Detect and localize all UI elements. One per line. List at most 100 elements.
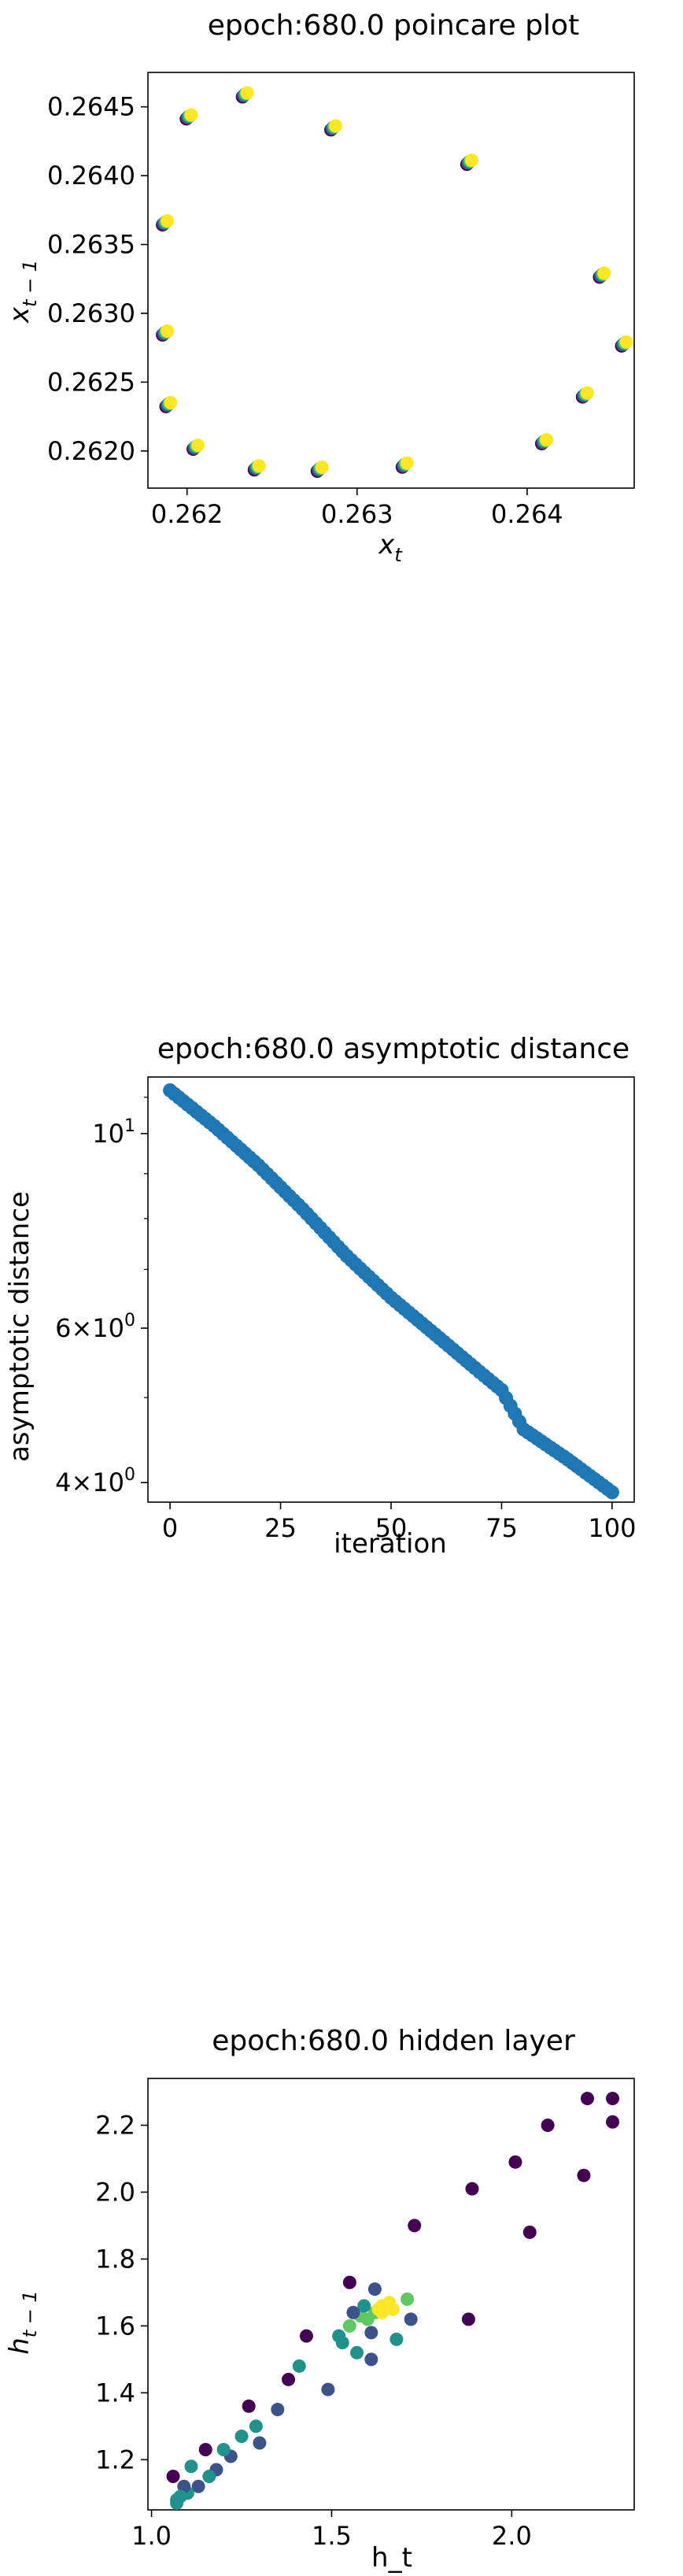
chart-title: epoch:680.0 asymptotic distance (157, 1033, 629, 1065)
x-tick-label: 1.0 (131, 2521, 172, 2551)
x-axis-label: h_t (371, 2542, 412, 2573)
poincare-plot-svg: epoch:680.0 poincare plot 0.262 0.263 0.26… (4, 9, 635, 566)
data-point (606, 2091, 620, 2105)
y-tick-label: 0.2645 (47, 92, 135, 122)
data-point (253, 2436, 267, 2450)
data-point-dot (400, 456, 414, 470)
y-tick-label: 2.0 (95, 2177, 135, 2207)
plot-frame (147, 2078, 635, 2511)
plot-frame (147, 72, 635, 489)
data-point (408, 2219, 422, 2233)
data-point (401, 2292, 415, 2306)
plot-area: 0.262 0.263 0.264 0.2620 0.2625 0.2630 0.2635 0… (47, 72, 635, 529)
data-point (271, 2403, 285, 2417)
data-point (198, 2443, 212, 2457)
data-point-dot (240, 86, 254, 100)
data-point (292, 2359, 306, 2373)
data-point (350, 2345, 364, 2359)
data-point (342, 2319, 356, 2333)
x-tick-label: 0.264 (491, 499, 563, 529)
data-point (342, 2275, 356, 2289)
data-point (282, 2372, 296, 2386)
data-point (156, 324, 175, 342)
data-point (604, 1485, 619, 1500)
data-point-dot (252, 459, 266, 473)
data-point (159, 395, 178, 413)
data-point (541, 2118, 555, 2132)
data-point-dot (619, 335, 633, 349)
data-point (575, 386, 594, 404)
poincare-chart: epoch:680.0 poincare plot 0.262 0.263 0.26… (0, 0, 683, 567)
data-point (577, 2168, 591, 2182)
data-point (299, 2329, 313, 2343)
data-point (335, 2336, 349, 2350)
data-point (593, 266, 611, 284)
y-axis-label: asymptotic distance (4, 1191, 35, 1462)
y-tick-label: 1.2 (95, 2445, 135, 2474)
y-axis-label: ht − 1 (4, 2290, 41, 2355)
y-tick-label: 0.2640 (47, 161, 135, 191)
y-tick-label: 1.4 (95, 2378, 135, 2408)
data-point-dot (184, 108, 198, 122)
y-tick-label: 101 (92, 1116, 135, 1149)
data-point (508, 2155, 522, 2169)
plot-area: 0 25 50 75 100 4×100 6×100 101 (55, 1076, 636, 1543)
data-point-dot (597, 266, 611, 280)
y-tick-label: 1.6 (95, 2311, 135, 2341)
data-point (321, 2382, 335, 2396)
data-point-dot (315, 461, 329, 475)
data-point (375, 2305, 389, 2319)
data-point (367, 2282, 382, 2297)
data-point-dot (161, 214, 175, 228)
hidden-layer-svg: epoch:680.0 hidden layer 1.0 1.5 2.0 1.2 1.4… (4, 2025, 635, 2574)
data-point-dot (539, 433, 553, 447)
data-point (166, 2470, 180, 2484)
x-tick-label: 75 (485, 1513, 518, 1543)
chart-title: epoch:680.0 hidden layer (212, 2025, 575, 2057)
x-tick-label: 0.262 (151, 499, 223, 529)
data-point (186, 439, 205, 457)
y-tick-label: 1.8 (95, 2244, 135, 2274)
plot-area: 1.0 1.5 2.0 1.2 1.4 1.6 1.8 2.0 2.2 (95, 2078, 635, 2551)
x-axis-label: xt (378, 529, 403, 566)
y-tick-label: 2.2 (95, 2110, 135, 2140)
data-point-dot (464, 154, 478, 168)
chart-title: epoch:680.0 poincare plot (208, 9, 579, 42)
x-tick-label: 50 (375, 1513, 408, 1543)
data-point (324, 119, 343, 137)
data-point-dot (329, 119, 343, 133)
x-tick-label: 100 (588, 1513, 636, 1543)
x-tick-label: 0 (162, 1513, 178, 1543)
x-tick-label: 25 (264, 1513, 297, 1543)
data-point (242, 2399, 256, 2413)
data-point (389, 2332, 404, 2346)
data-point-dot (191, 439, 205, 453)
data-point (156, 214, 175, 232)
x-axis-label: iteration (334, 1528, 447, 1560)
data-point (249, 2419, 263, 2434)
data-point (364, 2352, 378, 2367)
data-point (364, 2326, 378, 2340)
data-point (382, 2296, 397, 2310)
hidden-layer-chart: epoch:680.0 hidden layer 1.0 1.5 2.0 1.2 1.4… (0, 2015, 683, 2574)
asymptotic-distance-chart: epoch:680.0 asymptotic distance 0 25 50 75 1… (0, 1023, 683, 1575)
data-point (465, 2182, 479, 2196)
data-point (177, 2479, 191, 2493)
data-point (522, 2225, 537, 2239)
data-point-dot (164, 395, 178, 409)
x-tick-label: 1.5 (312, 2521, 352, 2551)
data-point (202, 2470, 216, 2484)
x-tick-label: 0.263 (321, 499, 393, 529)
data-point (404, 2312, 418, 2326)
data-point (235, 86, 254, 104)
data-point (346, 2305, 360, 2319)
data-point (191, 2479, 205, 2493)
y-tick-label: 6×100 (55, 1311, 135, 1343)
asymptotic-distance-svg: epoch:680.0 asymptotic distance 0 25 50 75 1… (4, 1033, 636, 1560)
data-point (310, 461, 329, 479)
y-tick-label: 4×100 (55, 1465, 135, 1497)
data-point (461, 2312, 475, 2326)
y-tick-label: 0.2625 (47, 367, 135, 397)
data-point (395, 456, 414, 474)
data-point (460, 154, 478, 172)
